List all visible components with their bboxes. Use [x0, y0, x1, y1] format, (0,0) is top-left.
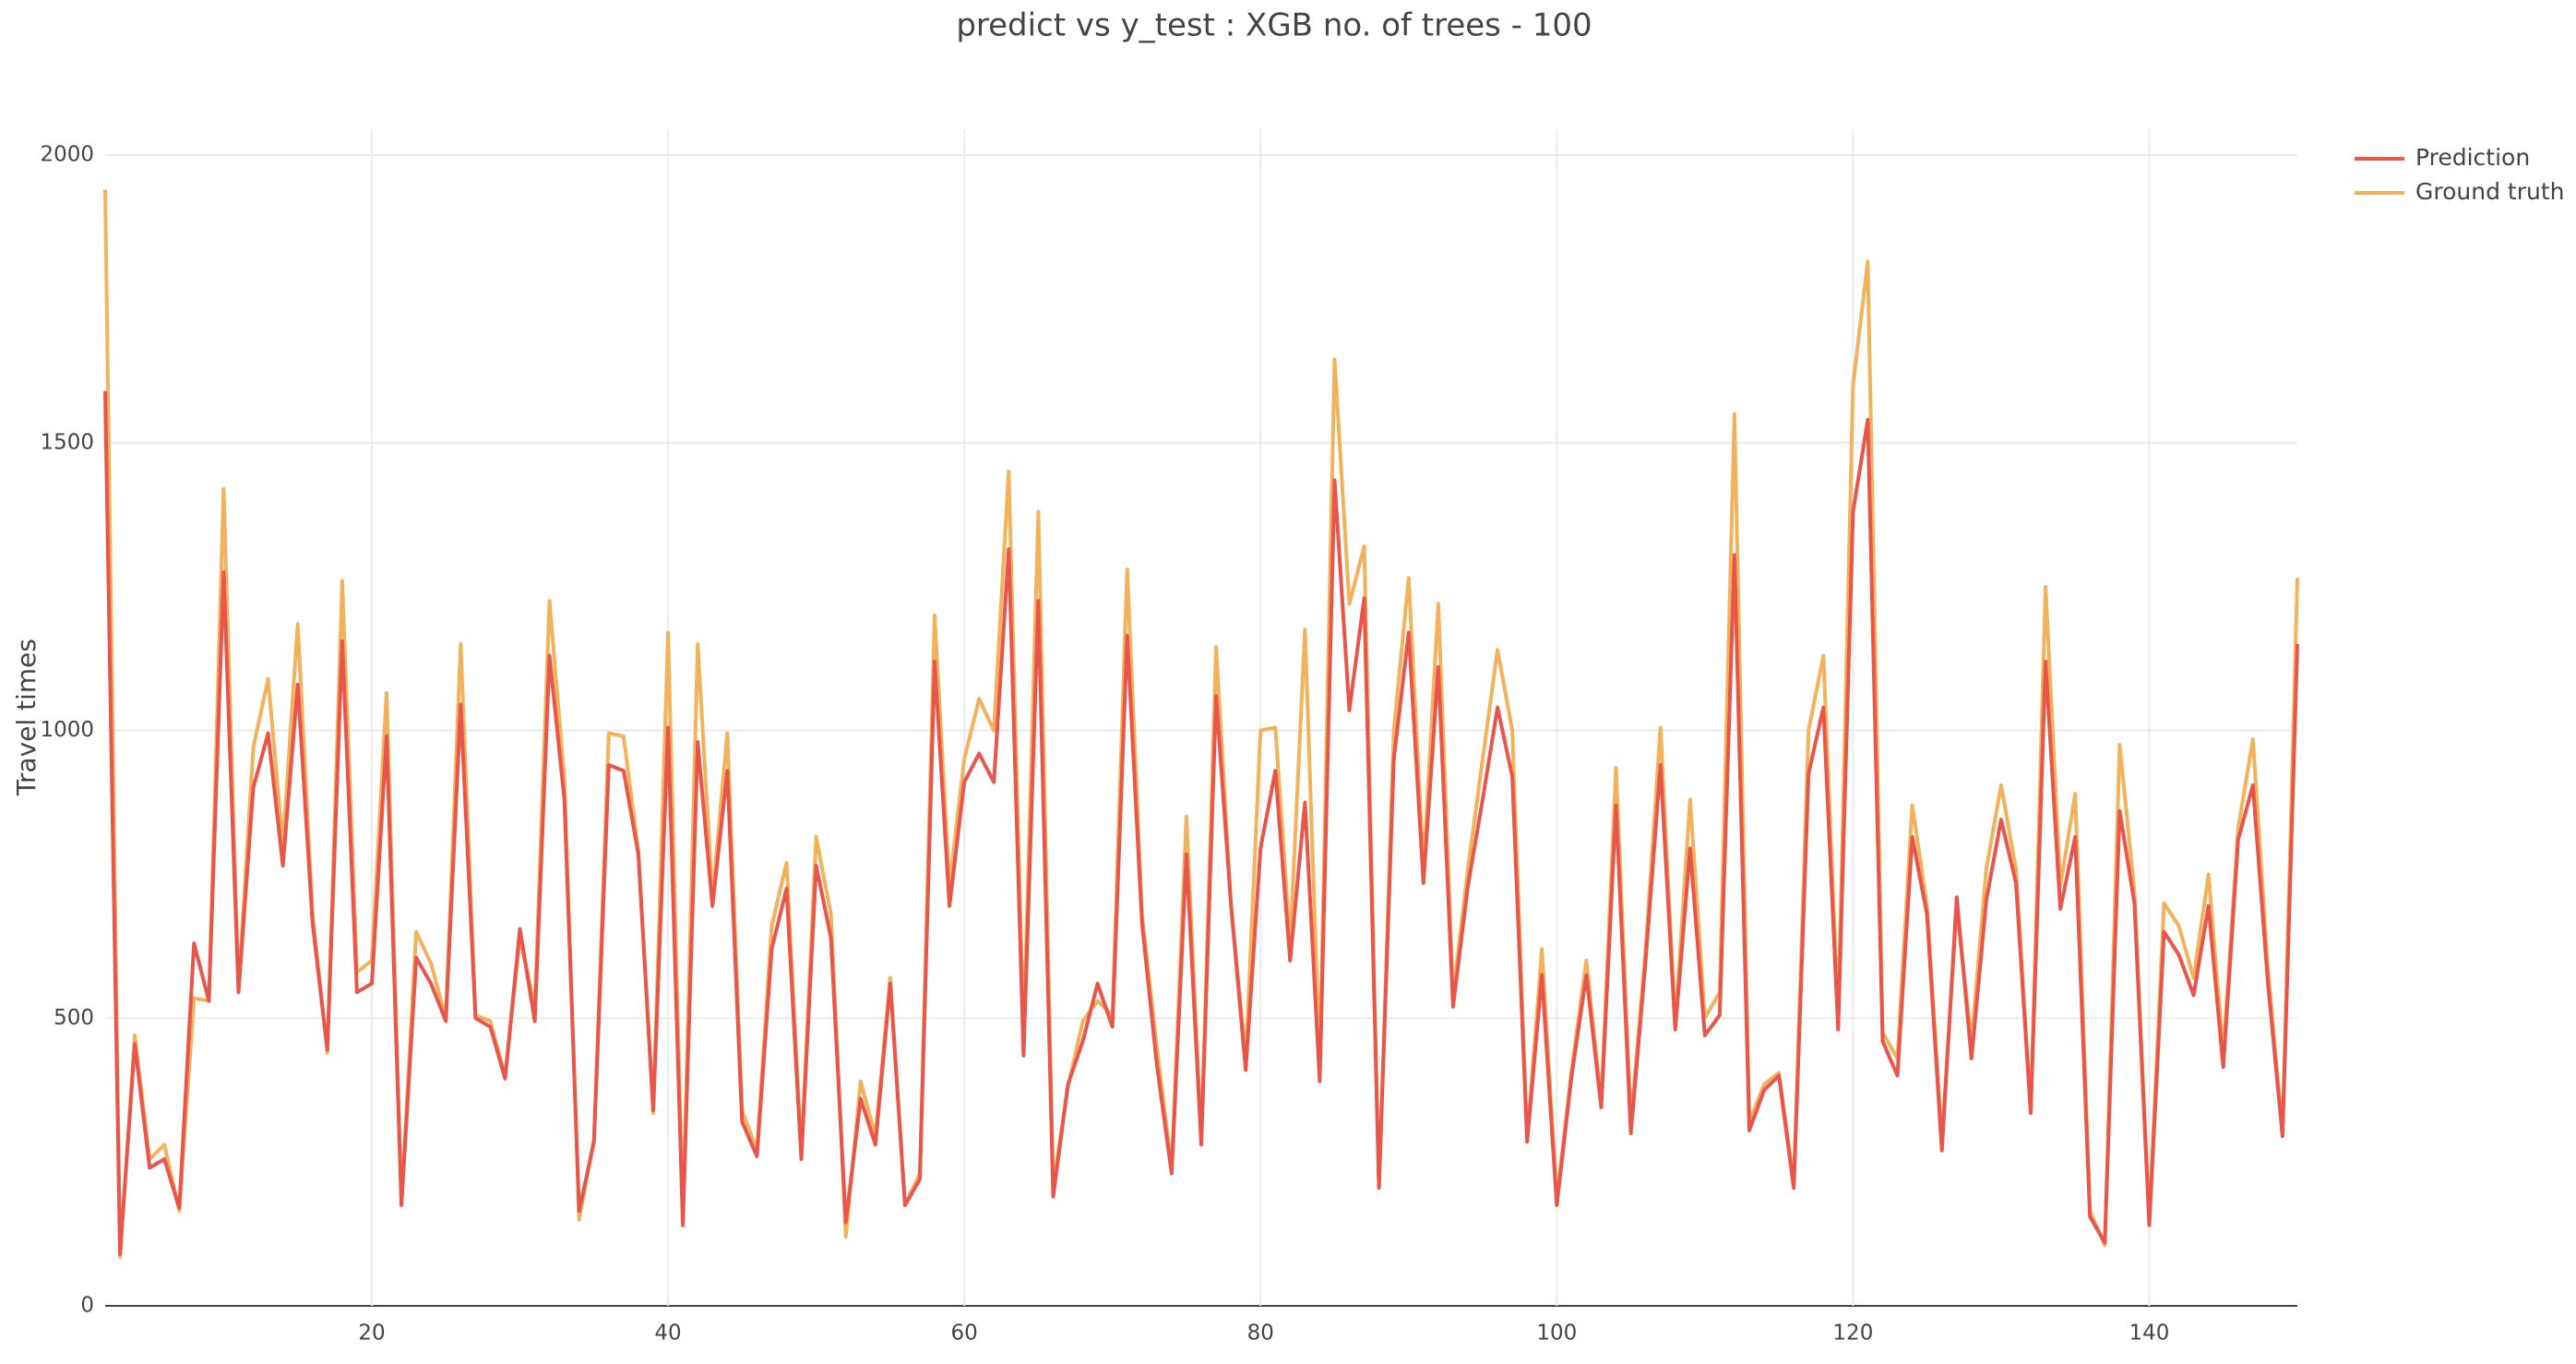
y-tick-label: 1500 [40, 430, 94, 454]
y-axis-title: Travel times [11, 639, 42, 796]
x-tick-label: 80 [1247, 1322, 1274, 1346]
chart-title: predict vs y_test : XGB no. of trees - 1… [956, 7, 1592, 44]
x-tick-label: 20 [358, 1322, 385, 1346]
y-tick-label: 0 [80, 1294, 94, 1318]
x-tick-label: 120 [1832, 1322, 1873, 1346]
x-tick-label: 100 [1536, 1322, 1577, 1346]
legend-label: Prediction [2415, 144, 2530, 171]
y-tick-label: 2000 [40, 143, 94, 167]
x-tick-label: 140 [2129, 1322, 2170, 1346]
x-tick-label: 40 [654, 1322, 681, 1346]
y-tick-label: 500 [54, 1006, 94, 1030]
legend-label: Ground truth [2415, 178, 2564, 205]
x-tick-label: 60 [950, 1322, 977, 1346]
y-tick-label: 1000 [40, 718, 94, 742]
data-line [103, 390, 2299, 1256]
